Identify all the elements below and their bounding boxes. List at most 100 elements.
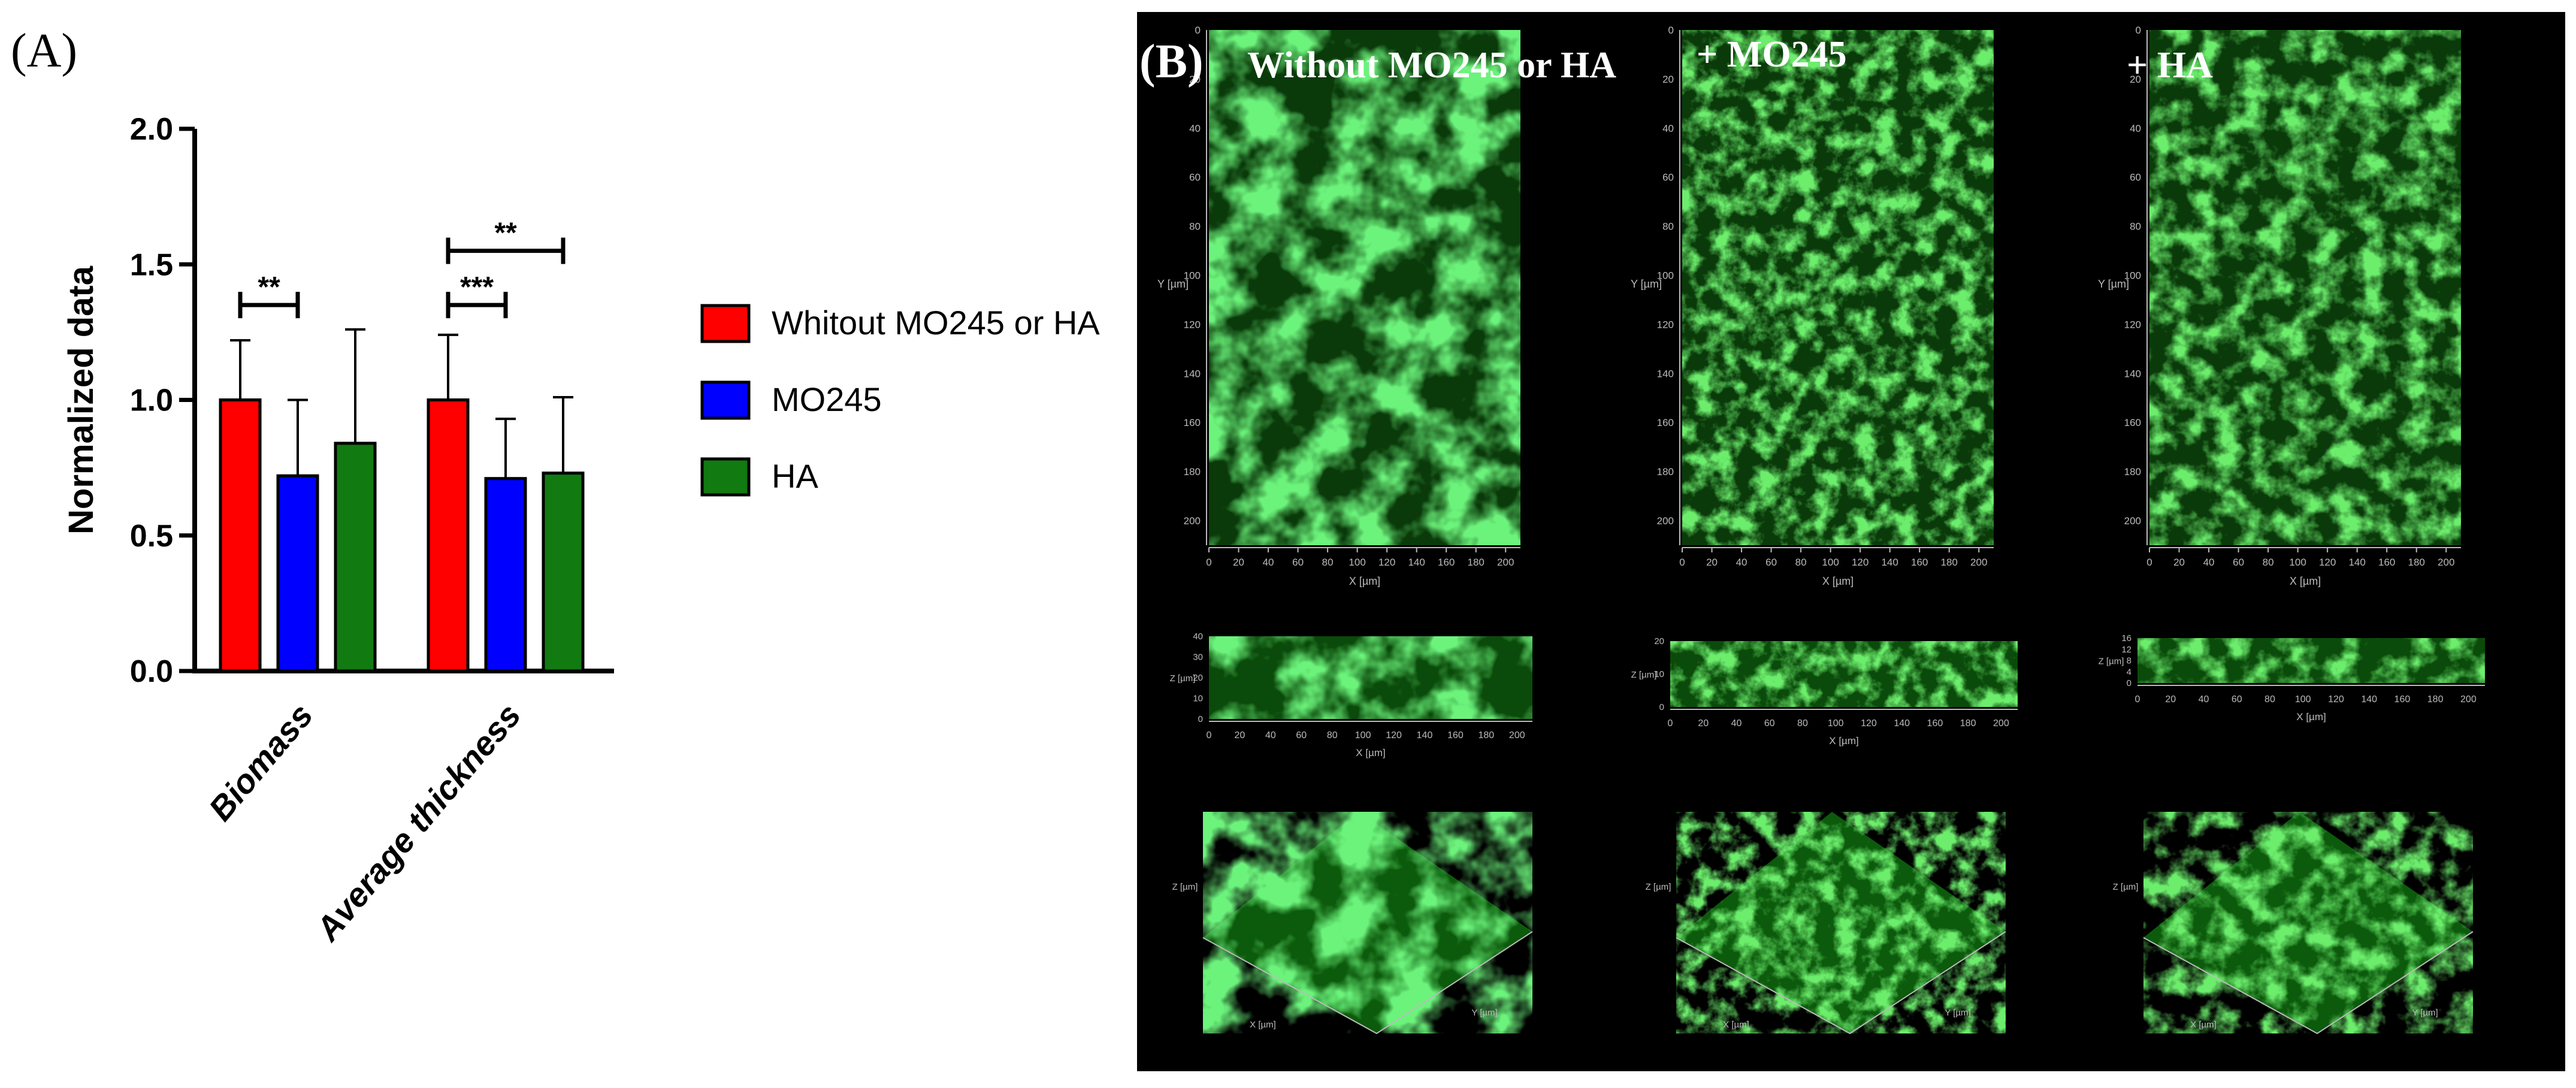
xz-z-tick-label: 4 [2127, 667, 2131, 677]
legend-swatch [700, 380, 751, 420]
legend-label: HA [772, 457, 818, 495]
xy-y-tick-label: 80 [1189, 221, 1201, 232]
xy-x-tick-label: 120 [1852, 557, 1868, 568]
xy-x-tick-label: 40 [1736, 557, 1747, 568]
xy-x-tick-label: 20 [1706, 557, 1718, 568]
xz-z-axis-label: Z [µm] [1631, 670, 1657, 680]
legend-swatch [700, 304, 751, 343]
xy-y-tick-label: 0 [2136, 25, 2141, 36]
xy-x-tick-label: 180 [2408, 557, 2425, 568]
xy-x-tick-label: 80 [1322, 557, 1334, 568]
y-tick-label: 2.0 [130, 112, 173, 147]
xz-x-axis-label: X [µm] [1829, 735, 1858, 747]
xy-x-tick-label: 40 [1263, 557, 1274, 568]
xy-x-tick-label: 200 [2438, 557, 2454, 568]
xy-x-tick-label: 20 [1233, 557, 1244, 568]
xy-x-tick-label: 80 [2263, 557, 2274, 568]
xz-z-tick-label: 0 [1198, 714, 1203, 724]
xz-z-axis-label: Z [µm] [1170, 673, 1196, 684]
xy-y-tick-label: 20 [2130, 74, 2141, 85]
xz-x-tick-label: 160 [1447, 730, 1464, 741]
xz-z-tick-label: 20 [1193, 673, 1203, 683]
xz-z-tick-label: 0 [2127, 678, 2131, 688]
xy-x-tick-label: 200 [1970, 557, 1987, 568]
xz-z-tick-label: 40 [1193, 631, 1203, 642]
xy-x-tick-label: 120 [1378, 557, 1395, 568]
xz-z-tick-label: 30 [1193, 652, 1203, 663]
xy-x-tick-label: 100 [1349, 557, 1365, 568]
xz-x-tick-label: 140 [1894, 718, 1910, 729]
xy-y-tick-label: 60 [2130, 172, 2141, 183]
xz-x-tick-label: 180 [1960, 718, 1976, 729]
volume-3d-y-label: Y [µm] [1945, 1008, 1970, 1018]
xy-x-tick-label: 140 [1881, 557, 1898, 568]
xz-x-tick-label: 100 [1355, 730, 1371, 741]
xy-y-tick-label: 180 [1657, 466, 1674, 477]
significance-label: ** [494, 217, 517, 249]
xz-x-tick-label: 100 [1828, 718, 1844, 729]
xy-y-tick-label: 200 [2124, 515, 2141, 527]
panel-a-label: (A) [11, 25, 78, 77]
xz-x-tick-label: 180 [1479, 730, 1495, 741]
xz-x-tick-label: 120 [1861, 718, 1877, 729]
xz-z-tick-label: 16 [2121, 633, 2131, 643]
xy-view-texture [2149, 30, 2461, 545]
volume-3d-texture [1676, 812, 2006, 1033]
xy-y-tick-label: 40 [1189, 123, 1201, 134]
xy-y-tick-label: 180 [1184, 466, 1201, 477]
significance-label: *** [460, 271, 494, 303]
xz-z-tick-label: 8 [2127, 656, 2131, 666]
xz-x-axis-label: X [µm] [2296, 711, 2326, 723]
xz-x-tick-label: 200 [1509, 730, 1525, 741]
xy-y-tick-label: 200 [1657, 515, 1674, 527]
xz-x-tick-label: 0 [1207, 730, 1212, 741]
microscopy-panel: 0 0 20 20 40 40 60 60 80 80 100 100 120 120 140 140 160 1… [1137, 12, 2565, 1071]
xy-x-tick-label: 160 [2378, 557, 2395, 568]
xy-x-tick-label: 40 [2203, 557, 2215, 568]
xz-x-tick-label: 40 [2199, 694, 2209, 705]
xz-x-tick-label: 180 [2427, 694, 2444, 705]
xy-x-tick-label: 60 [1292, 557, 1304, 568]
xz-x-tick-label: 200 [2460, 694, 2477, 705]
xy-y-tick-label: 0 [1668, 25, 1674, 36]
xy-y-tick-label: 60 [1662, 172, 1674, 183]
xy-x-axis-label: X [µm] [1822, 575, 1854, 587]
panel-b-label: (B) [1139, 35, 1204, 88]
volume-3d-axes [1676, 931, 2006, 1035]
xz-view-texture [1209, 636, 1532, 719]
xz-x-tick-label: 40 [1265, 730, 1276, 741]
xz-z-axis-label: Z [µm] [2099, 657, 2124, 667]
xz-x-tick-label: 140 [1417, 730, 1433, 741]
volume-3d-y-label: Y [µm] [2412, 1008, 2438, 1018]
xz-x-tick-label: 20 [2165, 694, 2176, 705]
volume-3d-z-label: Z [µm] [1646, 882, 1671, 892]
bar [484, 477, 527, 673]
xy-y-axis-label: Y [µm] [1631, 278, 1662, 290]
legend-swatch [700, 457, 751, 497]
xz-x-tick-label: 20 [1235, 730, 1245, 741]
volume-3d-x-label: X [µm] [1250, 1020, 1276, 1030]
xy-x-tick-label: 80 [1795, 557, 1807, 568]
xy-x-tick-label: 100 [1822, 557, 1839, 568]
xz-x-tick-label: 80 [2264, 694, 2275, 705]
xy-view-texture [1682, 30, 1994, 545]
xz-x-tick-label: 200 [1993, 718, 2009, 729]
volume-3d-x-label: X [µm] [2190, 1020, 2217, 1030]
xy-y-axis-label: Y [µm] [1157, 278, 1189, 290]
x-tick-label: Biomass [201, 696, 320, 827]
xy-x-axis-label: X [µm] [1349, 575, 1380, 587]
xy-y-tick-label: 80 [1662, 221, 1674, 232]
microscopy-images: 0020204040606080801001001201201401401601… [1157, 25, 2485, 1035]
legend-label: MO245 [772, 380, 882, 418]
bar [427, 398, 470, 673]
volume-3d-y-label: Y [µm] [1471, 1008, 1497, 1018]
x-tick-label: Average thickness [308, 696, 528, 948]
xy-x-tick-label: 160 [1911, 557, 1928, 568]
xy-x-tick-label: 60 [1765, 557, 1777, 568]
xz-view-texture [1670, 641, 2018, 707]
xy-y-tick-label: 100 [1184, 270, 1201, 282]
xy-y-tick-label: 140 [2124, 368, 2141, 379]
xz-x-tick-label: 160 [2394, 694, 2411, 705]
xy-y-tick-label: 120 [2124, 319, 2141, 330]
legend-label: Whitout MO245 or HA [772, 304, 1100, 341]
